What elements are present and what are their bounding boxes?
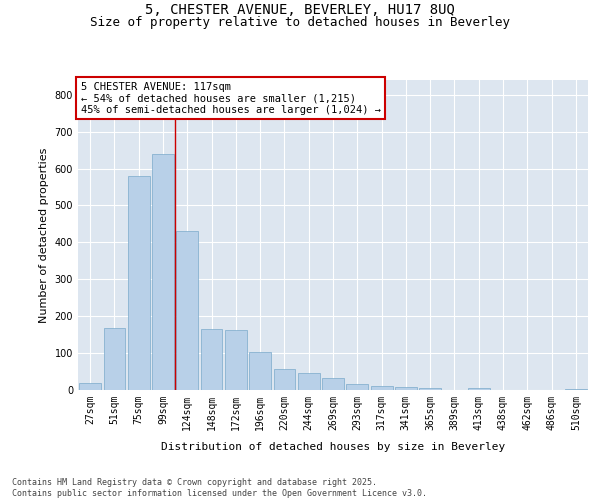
- Bar: [128, 176, 149, 390]
- Bar: [249, 352, 271, 390]
- Bar: [104, 328, 125, 390]
- Bar: [468, 388, 490, 390]
- Bar: [176, 232, 198, 390]
- Bar: [200, 329, 223, 390]
- Bar: [298, 372, 320, 390]
- Bar: [152, 154, 174, 390]
- Y-axis label: Number of detached properties: Number of detached properties: [39, 148, 49, 322]
- Bar: [565, 388, 587, 390]
- Text: 5 CHESTER AVENUE: 117sqm
← 54% of detached houses are smaller (1,215)
45% of sem: 5 CHESTER AVENUE: 117sqm ← 54% of detach…: [80, 82, 380, 115]
- Bar: [225, 330, 247, 390]
- Bar: [322, 378, 344, 390]
- Text: Size of property relative to detached houses in Beverley: Size of property relative to detached ho…: [90, 16, 510, 29]
- Bar: [419, 388, 441, 390]
- Bar: [346, 384, 368, 390]
- Bar: [274, 369, 295, 390]
- Bar: [79, 382, 101, 390]
- Text: 5, CHESTER AVENUE, BEVERLEY, HU17 8UQ: 5, CHESTER AVENUE, BEVERLEY, HU17 8UQ: [145, 2, 455, 16]
- Bar: [371, 386, 392, 390]
- Text: Contains HM Land Registry data © Crown copyright and database right 2025.
Contai: Contains HM Land Registry data © Crown c…: [12, 478, 427, 498]
- Text: Distribution of detached houses by size in Beverley: Distribution of detached houses by size …: [161, 442, 505, 452]
- Bar: [395, 387, 417, 390]
